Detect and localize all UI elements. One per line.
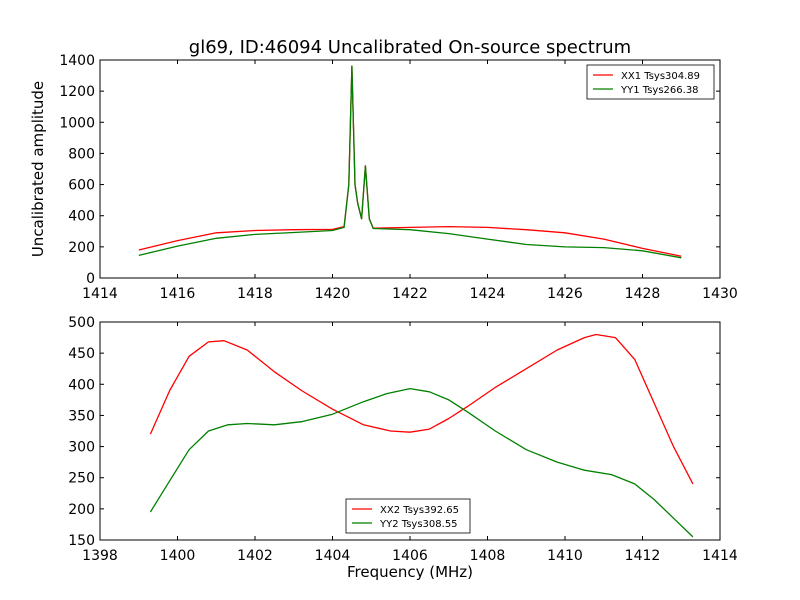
legend-label: YY2 Tsys308.55 bbox=[379, 519, 458, 530]
y-tick-label: 350 bbox=[68, 408, 95, 424]
y-tick-label: 0 bbox=[86, 271, 95, 287]
x-tick-label: 1420 bbox=[315, 286, 351, 302]
x-tick-label: 1418 bbox=[237, 286, 273, 302]
series-line-yy2 bbox=[149, 387, 694, 538]
figure-title: gl69, ID:46094 Uncalibrated On-source sp… bbox=[189, 37, 631, 58]
y-tick-label: 800 bbox=[68, 146, 95, 162]
y-tick-label: 250 bbox=[68, 471, 95, 487]
x-tick-label: 1428 bbox=[625, 286, 661, 302]
y-tick-label: 1400 bbox=[59, 53, 95, 69]
legend-box bbox=[586, 64, 715, 100]
legend-label: XX1 Tsys304.89 bbox=[621, 71, 700, 82]
y-tick-label: 200 bbox=[68, 240, 95, 256]
x-tick-label: 1414 bbox=[82, 286, 118, 302]
x-tick-label: 1416 bbox=[160, 286, 196, 302]
x-tick-label: 1402 bbox=[237, 548, 273, 564]
legend: XX1 Tsys304.89 YY1 Tsys266.38 bbox=[586, 64, 715, 100]
x-tick-label: 1408 bbox=[470, 548, 506, 564]
legend-label: YY1 Tsys266.38 bbox=[620, 85, 699, 96]
y-tick-label: 300 bbox=[68, 440, 95, 456]
spectrum-panel-bottom: 1398 1400 1402 1404 1406 1408 1410 1412 1414 150 2… bbox=[68, 315, 738, 581]
x-tick-label: 1400 bbox=[160, 548, 196, 564]
x-tick-label: 1398 bbox=[82, 548, 118, 564]
spectrum-panel-top: 1414 1416 1418 1420 1422 1424 1426 1428 1430 0 200… bbox=[29, 53, 738, 302]
series-line-yy1 bbox=[138, 65, 682, 259]
legend-label: XX2 Tsys392.65 bbox=[380, 505, 459, 516]
y-tick-label: 400 bbox=[68, 209, 95, 225]
x-tick-label: 1410 bbox=[547, 548, 583, 564]
y-tick-label: 500 bbox=[68, 315, 95, 331]
x-tick-label: 1426 bbox=[547, 286, 583, 302]
x-tick-label: 1406 bbox=[392, 548, 428, 564]
x-tick-label: 1430 bbox=[702, 286, 738, 302]
y-tick-label: 150 bbox=[68, 533, 95, 549]
y-tick-label: 1000 bbox=[59, 115, 95, 131]
y-tick-label: 1200 bbox=[59, 84, 95, 100]
y-tick-label: 400 bbox=[68, 377, 95, 393]
x-tick-label: 1412 bbox=[625, 548, 661, 564]
x-tick-label: 1414 bbox=[702, 548, 738, 564]
legend-box bbox=[345, 498, 471, 534]
y-axis-label: Uncalibrated amplitude bbox=[29, 81, 47, 257]
x-tick-label: 1422 bbox=[392, 286, 428, 302]
x-axis-label: Frequency (MHz) bbox=[347, 563, 473, 581]
x-tick-label: 1424 bbox=[470, 286, 506, 302]
series-line-xx2 bbox=[149, 333, 694, 485]
y-tick-label: 450 bbox=[68, 346, 95, 362]
legend: XX2 Tsys392.65 YY2 Tsys308.55 bbox=[345, 498, 471, 534]
x-tick-label: 1404 bbox=[315, 548, 351, 564]
y-tick-label: 600 bbox=[68, 178, 95, 194]
y-tick-label: 200 bbox=[68, 502, 95, 518]
